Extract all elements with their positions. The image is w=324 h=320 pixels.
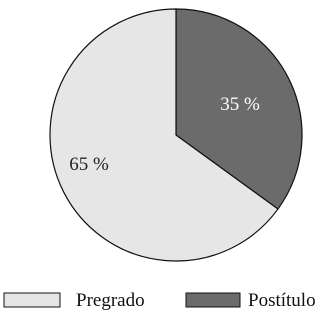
legend-label-postitulo: Postítulo [248,290,316,311]
slice-label-pregrado: 65 % [69,154,109,175]
pie-slices [49,8,303,262]
pie-slice-pregrado [49,8,279,262]
slice-label-postitulo: 35 % [220,94,260,115]
pie-slice-labels: 65 % 35 % [69,94,260,175]
legend: Pregrado Postítulo [3,290,316,311]
legend-swatch-postitulo [185,292,241,308]
legend-swatch-pregrado [3,292,61,308]
pie-slice-postitulo [175,8,303,210]
legend-label-pregrado: Pregrado [76,290,145,311]
